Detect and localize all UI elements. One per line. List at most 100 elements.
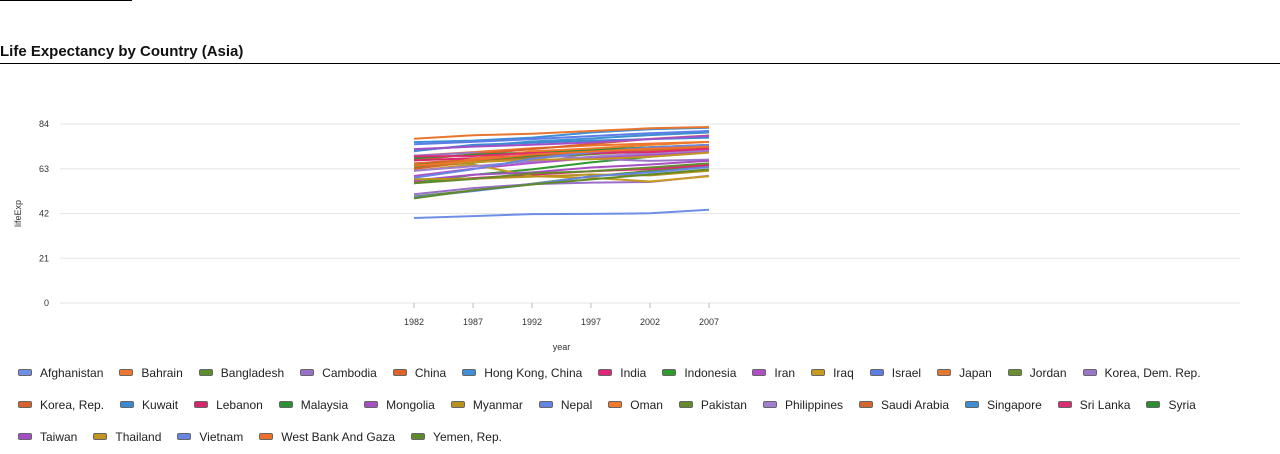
legend-item[interactable]: West Bank And Gaza: [259, 427, 395, 446]
x-axis-title: year: [553, 342, 571, 352]
legend-swatch: [598, 369, 613, 376]
legend-swatch: [965, 401, 980, 408]
legend-label: Malaysia: [300, 397, 349, 412]
legend-swatch: [538, 401, 553, 408]
legend-item[interactable]: Oman: [608, 395, 663, 414]
legend-label: Mongolia: [386, 397, 435, 412]
legend-label: Iraq: [833, 365, 854, 380]
heading-divider: [0, 63, 1280, 64]
legend-item[interactable]: Hong Kong, China: [462, 363, 582, 382]
legend-swatch: [462, 369, 477, 376]
legend-label: Japan: [959, 365, 992, 380]
legend-swatch: [869, 369, 884, 376]
series-line-pakistan: [413, 162, 710, 185]
legend-swatch: [364, 401, 379, 408]
legend-item[interactable]: Indonesia: [662, 363, 736, 382]
legend-item[interactable]: Thailand: [93, 427, 161, 446]
legend-item[interactable]: India: [598, 363, 646, 382]
legend-item[interactable]: Vietnam: [177, 427, 243, 446]
legend-label: Syria: [1168, 397, 1196, 412]
x-tick-label: 1997: [581, 317, 601, 327]
legend-item[interactable]: Bangladesh: [198, 363, 284, 382]
legend-swatch: [278, 401, 293, 408]
legend-item[interactable]: Saudi Arabia: [859, 395, 949, 414]
legend-item[interactable]: China: [392, 363, 447, 382]
legend-label: Iran: [774, 365, 796, 380]
legend-label: Taiwan: [40, 429, 78, 444]
series-line-thailand: [413, 151, 710, 167]
legend-label: Oman: [630, 397, 663, 412]
legend-swatch: [859, 401, 873, 408]
series-lines: [413, 126, 710, 219]
legend-label: Pakistan: [700, 397, 747, 412]
legend-label: Jordan: [1029, 365, 1067, 380]
x-axis: 1982 1987 1992 1997 2002 2007: [404, 303, 719, 327]
legend-swatch: [259, 433, 274, 440]
legend-label: Cambodia: [322, 365, 377, 380]
legend-item[interactable]: Philippines: [762, 395, 843, 414]
series-line-iraq: [413, 163, 710, 183]
x-tick-label: 1992: [522, 317, 542, 327]
legend-item[interactable]: Korea, Rep.: [18, 395, 104, 414]
legend-item[interactable]: Sri Lanka: [1057, 395, 1130, 414]
legend-item[interactable]: Yemen, Rep.: [411, 427, 502, 446]
legend-swatch: [18, 401, 32, 408]
series-line-yemen-rep: [413, 168, 710, 200]
legend-swatch: [811, 369, 826, 376]
x-tick-label: 2002: [640, 317, 660, 327]
line-chart: 0 21 42 63 84 1982 1987 1992 1997 2002 2007 lifeE…: [13, 119, 1240, 352]
legend-item[interactable]: Kuwait: [120, 395, 178, 414]
series-line-israel: [413, 130, 710, 146]
y-tick-label: 21: [39, 253, 49, 263]
legend-label: China: [414, 365, 447, 380]
legend-label: Afghanistan: [40, 365, 104, 380]
legend-swatch: [392, 369, 407, 376]
legend-label: Vietnam: [199, 429, 244, 444]
series-line-vietnam: [413, 143, 710, 179]
legend-item[interactable]: Taiwan: [18, 427, 77, 446]
y-tick-label: 0: [44, 298, 49, 308]
legend-swatch: [1146, 401, 1161, 408]
chart-legend: Afghanistan Bahrain Bangladesh Cambodia Chin…: [18, 363, 1280, 446]
legend-swatch: [177, 433, 192, 440]
legend-item[interactable]: Lebanon: [194, 395, 263, 414]
legend-item[interactable]: Jordan: [1007, 363, 1067, 382]
legend-label: Korea, Dem. Rep.: [1104, 365, 1201, 380]
legend-swatch: [18, 369, 32, 376]
legend-swatch: [18, 433, 32, 440]
x-tick-label: 2007: [699, 317, 719, 327]
legend-swatch: [937, 369, 952, 376]
legend-swatch: [752, 369, 767, 376]
legend-item[interactable]: Cambodia: [300, 363, 377, 382]
legend-item[interactable]: Pakistan: [678, 395, 747, 414]
legend-item[interactable]: Israel: [869, 363, 921, 382]
legend-label: Korea, Rep.: [40, 397, 105, 412]
legend-item[interactable]: Myanmar: [450, 395, 523, 414]
legend-item[interactable]: Afghanistan: [18, 363, 103, 382]
series-line-west-bank-and-gaza: [413, 145, 710, 167]
legend-item[interactable]: Iraq: [811, 363, 854, 382]
x-tick-label: 1987: [463, 317, 483, 327]
legend-label: Singapore: [987, 397, 1042, 412]
legend-item[interactable]: Malaysia: [278, 395, 349, 414]
legend-label: Bahrain: [141, 365, 183, 380]
series-line-japan: [413, 126, 710, 140]
legend-label: Nepal: [560, 397, 593, 412]
series-line-afghanistan: [413, 208, 710, 219]
legend-item[interactable]: Japan: [937, 363, 992, 382]
legend-item[interactable]: Singapore: [965, 395, 1042, 414]
legend-swatch: [120, 401, 135, 408]
legend-swatch: [1057, 401, 1072, 408]
legend-label: Myanmar: [472, 397, 523, 412]
legend-item[interactable]: Nepal: [538, 395, 593, 414]
y-tick-label: 42: [39, 209, 49, 219]
legend-item[interactable]: Korea, Dem. Rep.: [1082, 363, 1201, 382]
x-tick-label: 1982: [404, 317, 424, 327]
legend-swatch: [194, 401, 209, 408]
legend-item[interactable]: Mongolia: [364, 395, 435, 414]
legend-label: India: [620, 365, 647, 380]
legend-item[interactable]: Bahrain: [119, 363, 183, 382]
legend-swatch: [119, 369, 134, 376]
legend-item[interactable]: Iran: [752, 363, 795, 382]
legend-item[interactable]: Syria: [1146, 395, 1196, 414]
